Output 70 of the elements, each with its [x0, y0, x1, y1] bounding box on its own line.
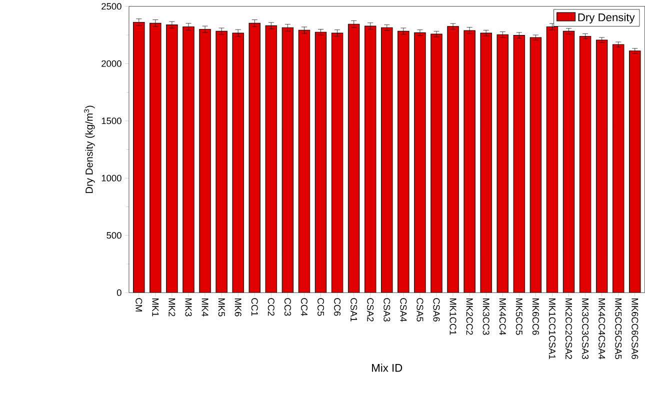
x-tick-label: MK6	[234, 298, 242, 316]
bar	[464, 30, 476, 293]
x-axis-title: Mix ID	[372, 364, 402, 372]
x-tick-label: MK4CC4	[499, 298, 506, 336]
x-tick-label: CSA2	[367, 298, 374, 322]
x-tick-label: MK4CC4CSA4	[598, 298, 606, 360]
bar	[232, 32, 244, 293]
x-tick-label: MK1CC1	[450, 298, 456, 335]
bar	[199, 29, 211, 293]
bar	[216, 31, 228, 293]
bar	[530, 37, 542, 293]
bar	[430, 34, 442, 293]
x-tick-label: MK1CC1CSA1	[548, 298, 556, 360]
bar	[447, 26, 459, 293]
bar	[496, 34, 508, 293]
y-tick-label: 0	[116, 289, 122, 296]
bar	[414, 32, 426, 293]
x-tick-label: MK6CC6	[532, 298, 539, 335]
x-tick-label: MK5CC5CSA5	[615, 298, 622, 360]
x-tick-label: MK3	[185, 298, 192, 316]
bar	[150, 22, 162, 293]
bar	[596, 40, 608, 293]
bar	[298, 30, 310, 293]
x-tick-label: MK3CC3CSA3	[582, 298, 589, 360]
y-tick-label: 1500	[102, 118, 122, 124]
bar	[248, 22, 260, 293]
bar	[331, 32, 344, 293]
x-tick-label: CSA1	[350, 298, 358, 322]
x-tick-label: CSA5	[416, 298, 424, 322]
bar	[381, 27, 393, 293]
x-tick-label: CC6	[334, 298, 341, 316]
bar	[398, 31, 410, 293]
bar	[182, 26, 194, 293]
y-tick-label: 2500	[102, 3, 122, 10]
bar	[579, 36, 592, 293]
bar	[348, 24, 360, 293]
x-tick-label: MK5	[218, 298, 225, 316]
x-tick-label: CC2	[268, 298, 274, 316]
bar	[282, 27, 294, 293]
bar	[166, 24, 178, 293]
bar	[562, 31, 575, 293]
y-tick-label: 500	[106, 232, 122, 239]
x-tick-label: MK2	[168, 298, 176, 316]
legend-label: Dry Density	[578, 13, 635, 24]
x-tick-label: MK3CC3	[482, 298, 490, 335]
x-tick-label: CC1	[251, 298, 258, 316]
x-tick-label: MK4	[202, 298, 208, 317]
bar	[629, 50, 641, 293]
bar	[265, 26, 278, 293]
x-tick-label: MK5CC5	[516, 298, 522, 335]
x-tick-label: CSA6	[433, 298, 440, 322]
y-tick-label: 1000	[102, 174, 122, 182]
bar	[513, 35, 526, 293]
x-tick-label: CC4	[300, 298, 308, 316]
x-tick-label: CSA3	[384, 298, 390, 322]
bar	[480, 32, 492, 293]
x-tick-label: CM	[136, 298, 142, 312]
y-tick-label: 2000	[102, 60, 122, 67]
bar	[612, 44, 624, 293]
x-tick-label: MK2CC2	[466, 298, 473, 335]
bar	[314, 32, 327, 293]
x-tick-label: MK2CC2CSA2	[565, 298, 572, 360]
x-tick-label: CSA4	[400, 298, 407, 322]
bar	[133, 22, 145, 293]
bar	[364, 26, 376, 293]
x-tick-label: CC5	[317, 298, 324, 316]
x-tick-label: MK1	[152, 298, 159, 316]
x-tick-label: CC3	[284, 298, 291, 316]
x-tick-label: MK6CC6CSA6	[632, 298, 638, 360]
y-axis-title: Dry Density (kg/m$^{3}$)	[84, 106, 95, 194]
